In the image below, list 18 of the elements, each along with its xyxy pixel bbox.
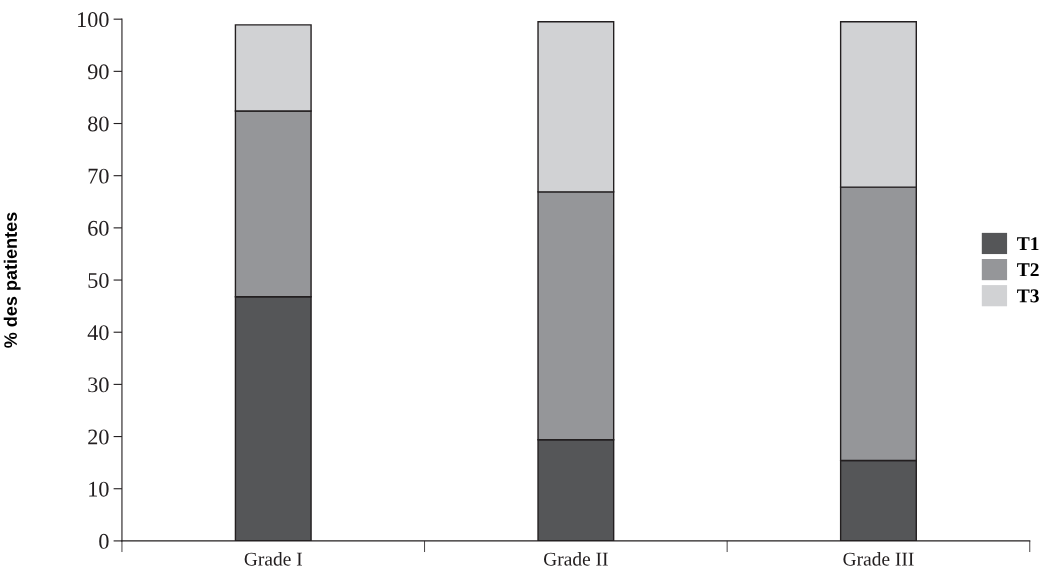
y-tick-label: 80 (88, 116, 109, 132)
y-tick-label: 50 (88, 272, 109, 288)
x-tick-label: Grade III (843, 552, 914, 566)
y-tick-label: 70 (88, 168, 109, 184)
y-tick-label: 90 (87, 64, 109, 80)
y-tick-label: 10 (89, 481, 109, 497)
y-axis-title: % des patientes (3, 212, 21, 348)
x-tick-label: Grade I (244, 552, 302, 566)
y-tick-label: 60 (88, 220, 109, 236)
x-tick-label: Grade II (544, 552, 608, 566)
y-tick-label: 0 (99, 533, 109, 549)
legend-label: T1 (1017, 237, 1039, 250)
y-tick-label: 20 (88, 429, 109, 445)
y-tick-label: 100 (78, 12, 109, 28)
legend-label: T2 (1017, 263, 1039, 277)
y-tick-label: 40 (87, 325, 109, 341)
legend-label: T3 (1017, 289, 1039, 303)
y-tick-label: 30 (88, 377, 109, 393)
